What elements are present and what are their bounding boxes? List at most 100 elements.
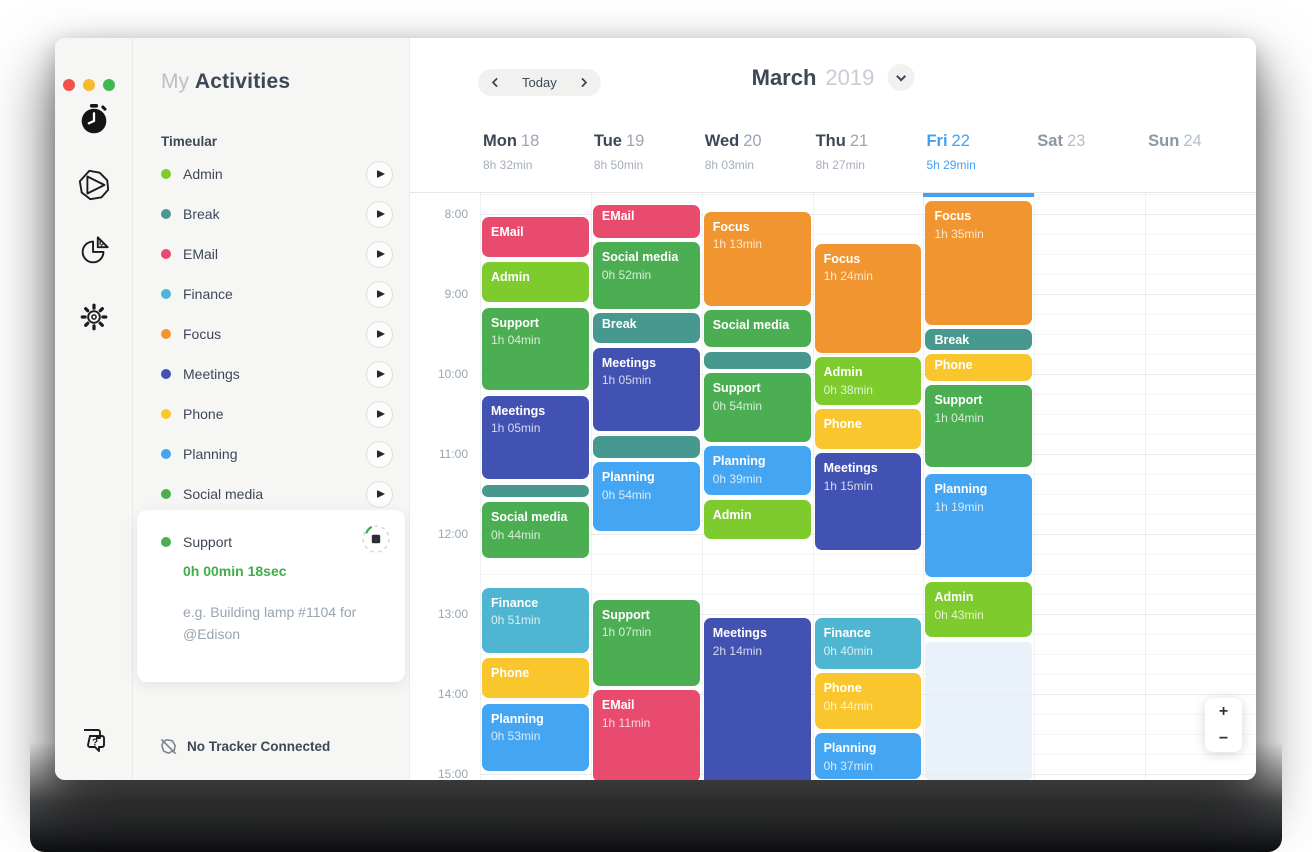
play-button[interactable]	[366, 200, 393, 228]
day-column-thu: Focus 1h 24min Admin 0h 38min Phone Meetings 1…	[812, 193, 924, 780]
calendar-event-admin[interactable]: Admin	[703, 499, 811, 540]
calendar-event-break[interactable]	[592, 435, 700, 458]
calendar-event-focus[interactable]: Focus 1h 35min	[925, 201, 1033, 325]
calendar-event-phone[interactable]: Phone	[482, 658, 589, 698]
event-duration: 1h 24min	[823, 269, 873, 284]
calendar-event-planning[interactable]: Planning 0h 53min	[482, 703, 589, 772]
calendar-event-admin[interactable]: Admin	[482, 262, 589, 302]
close-button[interactable]	[63, 79, 75, 91]
day-name: Fri	[926, 132, 948, 150]
event-duration: 0h 54min	[601, 488, 652, 503]
play-button[interactable]	[366, 280, 393, 308]
calendar-event-admin[interactable]: Admin 0h 38min	[814, 357, 922, 405]
activity-label: Break	[183, 206, 220, 222]
calendar-event-phone[interactable]: Phone	[925, 354, 1033, 381]
calendar-event-support[interactable]: Support 1h 07min	[592, 599, 700, 686]
calendar-event-planning[interactable]: Planning 0h 54min	[592, 462, 700, 532]
activity-item-focus[interactable]: Focus	[133, 314, 409, 354]
traffic-lights	[63, 79, 115, 91]
calendar-event-finance[interactable]: Finance 0h 40min	[814, 618, 922, 669]
calendar-event-meetings[interactable]: Meetings 1h 05min	[592, 347, 700, 432]
note-placeholder[interactable]: e.g. Building lamp #1104 for @Edison	[183, 604, 357, 643]
event-duration: 1h 15min	[823, 478, 873, 493]
activity-item-finance[interactable]: Finance	[133, 274, 409, 314]
prev-button[interactable]	[478, 69, 512, 96]
day-name: Wed	[704, 132, 740, 150]
event-title: Planning	[491, 711, 544, 726]
event-title: Planning	[823, 741, 877, 755]
calendar-event-email[interactable]: EMail	[482, 217, 589, 257]
zoom-button[interactable]	[103, 79, 115, 91]
next-button[interactable]	[567, 69, 601, 96]
calendar-event-support[interactable]: Support 1h 04min	[925, 385, 1033, 468]
play-button[interactable]	[366, 480, 393, 508]
play-button[interactable]	[366, 240, 393, 268]
day-columns: EMail Admin Support 1h 04min Meetings 1h 05mi…	[480, 193, 1256, 780]
play-button[interactable]	[366, 400, 393, 428]
activity-item-break[interactable]: Break	[133, 194, 409, 234]
play-button[interactable]	[366, 440, 393, 468]
event-duration: 0h 39min	[712, 472, 763, 487]
day-date: 23	[1066, 132, 1086, 150]
zoom-in-button[interactable]: +	[1218, 702, 1229, 720]
settings-icon[interactable]	[75, 298, 113, 336]
event-duration: 0h 51min	[491, 613, 541, 628]
calendar-event-planning[interactable]: Planning 0h 39min	[703, 446, 811, 496]
calendar-event-planning[interactable]: Planning 1h 19min	[925, 474, 1033, 577]
calendar-event-meetings[interactable]: Meetings 1h 05min	[482, 395, 589, 480]
zoom-controls: + −	[1205, 698, 1242, 752]
zoom-out-button[interactable]: −	[1218, 729, 1229, 747]
play-button[interactable]	[366, 360, 393, 388]
tracker-icon[interactable]	[75, 166, 113, 204]
calendar-event-break[interactable]	[703, 351, 811, 369]
page-title-main: Activities	[194, 70, 291, 93]
activity-item-planning[interactable]: Planning	[133, 434, 409, 474]
minimize-button[interactable]	[83, 79, 95, 91]
stopwatch-icon[interactable]	[75, 100, 113, 138]
activity-item-email[interactable]: EMail	[133, 234, 409, 274]
calendar-event-focus[interactable]: Focus 1h 24min	[814, 243, 922, 353]
tracker-status-row[interactable]: No Tracker Connected	[159, 737, 330, 756]
calendar-event-finance[interactable]: Finance 0h 51min	[482, 587, 589, 653]
calendar-event-support[interactable]: Support 1h 04min	[482, 307, 589, 390]
calendar-event-social-media[interactable]: Social media 0h 52min	[592, 242, 700, 309]
activity-item-meetings[interactable]: Meetings	[133, 354, 409, 394]
play-button[interactable]	[366, 320, 393, 348]
calendar-event-admin[interactable]: Admin 0h 43min	[925, 582, 1033, 637]
stop-button[interactable]	[361, 524, 391, 559]
calendar-event-focus[interactable]: Focus 1h 13min	[703, 211, 811, 306]
calendar-event-phone[interactable]: Phone	[814, 409, 922, 449]
event-title: Meetings	[823, 461, 878, 475]
stats-icon[interactable]	[75, 232, 113, 270]
time-label: 13:00	[437, 607, 468, 622]
today-button[interactable]: Today	[522, 75, 557, 90]
help-icon[interactable]: ?	[75, 721, 113, 759]
event-duration: 0h 52min	[601, 268, 652, 283]
calendar-event-social-media[interactable]: Social media 0h 44min	[482, 502, 589, 558]
play-button[interactable]	[366, 160, 393, 188]
calendar-event-break[interactable]	[482, 485, 589, 497]
active-activity-card[interactable]: Support 0h 00min 18sec e.g. Building lam…	[137, 510, 405, 682]
activity-dot	[161, 329, 171, 339]
calendar-event-social-media[interactable]: Social media	[703, 310, 811, 348]
calendar-event-phone[interactable]: Phone 0h 44min	[814, 673, 922, 729]
calendar-event-support[interactable]: Support 0h 54min	[703, 373, 811, 442]
event-title: Meetings	[601, 355, 657, 370]
activity-item-admin[interactable]: Admin	[133, 154, 409, 194]
activity-item-phone[interactable]: Phone	[133, 394, 409, 434]
day-column-mon: EMail Admin Support 1h 04min Meetings 1h 05mi…	[480, 193, 591, 780]
activity-item-social-media[interactable]: Social media	[133, 474, 409, 514]
event-duration: 1h 07min	[601, 625, 652, 640]
calendar-event-email[interactable]: EMail	[592, 205, 700, 238]
activity-label: Meetings	[183, 366, 240, 382]
activity-label: Finance	[183, 286, 233, 302]
event-duration: 1h 04min	[491, 333, 541, 348]
month-dropdown-button[interactable]	[887, 64, 915, 91]
calendar-event-planning[interactable]: Planning 0h 37min	[814, 733, 922, 780]
event-title: Support	[712, 381, 761, 395]
calendar-event-email[interactable]: EMail 1h 11min	[592, 690, 700, 780]
calendar-event-meetings[interactable]: Meetings 2h 14min	[703, 618, 811, 780]
calendar-event-break[interactable]: Break	[925, 329, 1033, 350]
calendar-event-meetings[interactable]: Meetings 1h 15min	[814, 453, 922, 550]
calendar-event-break[interactable]: Break	[592, 313, 700, 344]
